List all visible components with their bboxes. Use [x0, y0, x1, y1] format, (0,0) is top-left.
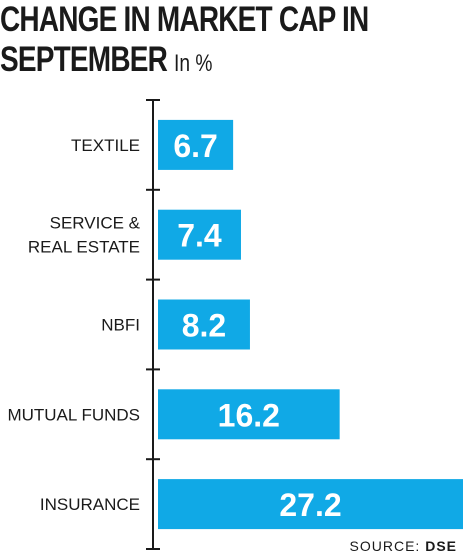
category-label: INSURANCE [40, 495, 140, 514]
category-label: MUTUAL FUNDS [7, 405, 140, 424]
category-label: REAL ESTATE [28, 238, 140, 257]
value-label: 27.2 [279, 487, 341, 523]
title-line-1: CHANGE IN MARKET CAP IN [0, 0, 369, 39]
bar [158, 299, 250, 350]
value-label: 6.7 [173, 128, 217, 164]
value-label: 16.2 [218, 397, 280, 433]
category-label: TEXTILE [71, 136, 140, 155]
unit-label: In % [174, 50, 213, 77]
source-note: SOURCE: DSE [350, 538, 457, 554]
source-name: DSE [425, 538, 457, 554]
category-label: NBFI [101, 316, 140, 335]
source-prefix: SOURCE: [349, 538, 421, 554]
value-label: 7.4 [177, 218, 222, 254]
bar [158, 479, 463, 530]
title-line-2: SEPTEMBER [0, 40, 168, 79]
chart-title: CHANGE IN MARKET CAP IN SEPTEMBER In % [0, 0, 370, 84]
category-label: SERVICE & [50, 214, 141, 233]
bar [158, 389, 340, 440]
value-label: 8.2 [182, 308, 226, 344]
bar [158, 119, 234, 170]
bar [158, 209, 241, 260]
